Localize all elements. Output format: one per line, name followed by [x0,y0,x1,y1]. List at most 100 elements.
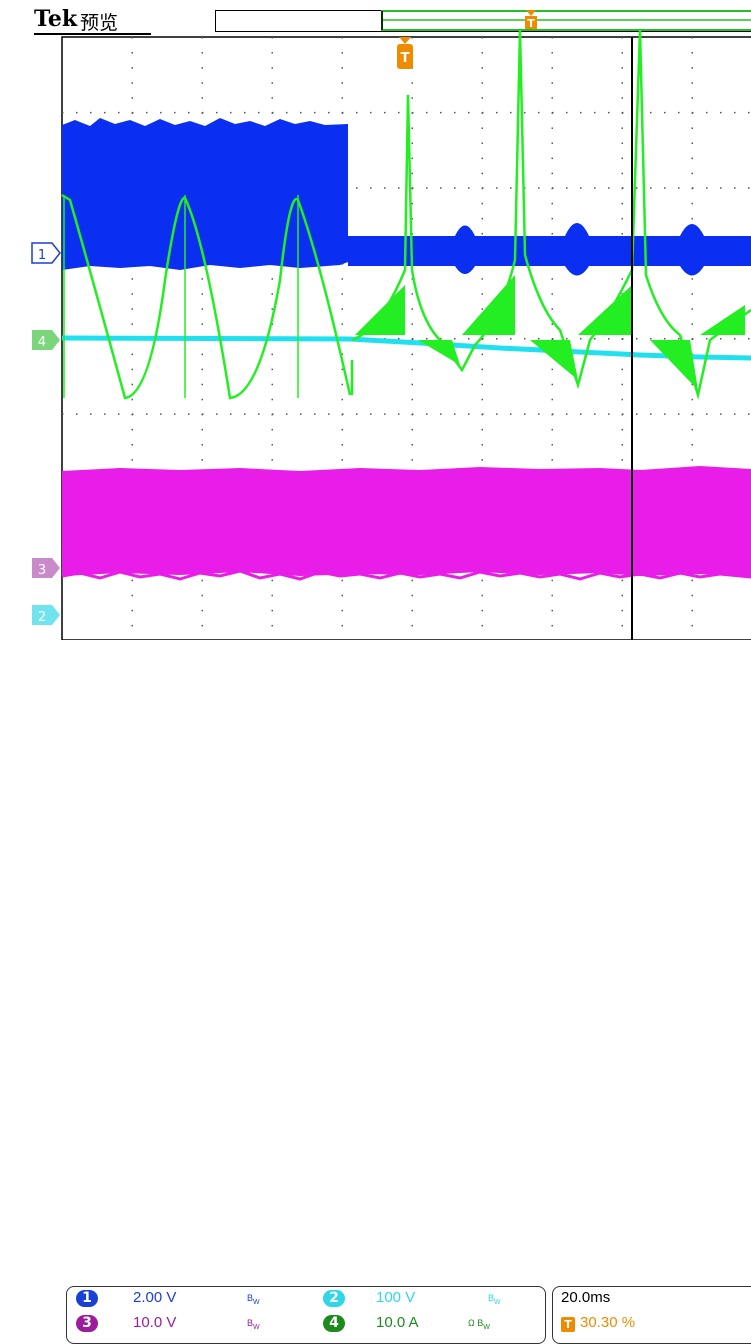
ch3-marker[interactable]: 3 [32,558,60,578]
grid-dot [201,293,203,295]
grid-dot [131,52,133,54]
ch4-scale[interactable]: 10.0 A [376,1314,419,1331]
grid-dot [341,293,343,295]
grid-dot [370,111,372,114]
grid-dot [650,187,652,189]
grid-dot [356,111,358,114]
grid-dot [258,413,260,415]
ch4-marker[interactable]: 4 [32,330,60,350]
ch2-scale[interactable]: 100 V [376,1289,416,1306]
grid-dot [691,624,693,627]
trigger-position-value[interactable]: 30.30 % [580,1314,636,1331]
ch4-waveform [61,29,751,400]
grid-dot [621,82,623,84]
grid-dot [691,398,693,401]
grid-dot [664,413,666,415]
grid-dot [201,97,203,99]
ch1-marker[interactable]: 1 [31,242,61,264]
grid-dot [202,413,204,415]
grid-dot [411,157,413,160]
grid-dot [691,52,693,54]
grid-dot [188,413,190,415]
ch3-badge[interactable]: 3 [76,1315,98,1332]
grid-dot [481,97,483,99]
ch1-badge[interactable]: 1 [76,1290,98,1307]
ch2-badge[interactable]: 2 [323,1290,345,1307]
grid-dot [551,624,553,627]
grid-dot [552,413,554,415]
grid-dot [328,413,330,415]
grid-dot [551,37,553,39]
grid-dot [398,413,400,415]
grid-dot [594,338,596,340]
grid-dot [622,111,624,114]
timebase-scale[interactable]: 20.0ms [561,1289,611,1306]
grid-dot [621,172,623,175]
grid-dot [551,609,553,612]
grid-dot [271,444,273,446]
ch2-marker[interactable]: 2 [32,605,60,625]
grid-dot [411,579,413,582]
grid-dot [664,187,666,189]
grid-dot [314,413,316,415]
ch1-waveform [62,118,751,276]
grid-dot [551,428,553,431]
grid-dot [636,338,638,340]
grid-dot [411,202,413,205]
grid-dot [621,278,623,280]
grid-dot [370,413,372,415]
grid-dot [691,67,693,69]
grid-dot [524,111,526,114]
grid-dot [748,187,750,189]
grid-dot [216,111,218,114]
grid-dot [411,383,413,386]
grid-dot [398,338,400,340]
grid-dot [411,172,413,175]
ch3-marker-label: 3 [38,563,46,578]
grid-dot [691,37,693,39]
grid-dot [691,428,693,431]
grid-dot [201,459,203,461]
grid-dot [341,278,343,280]
grid-dot [664,111,666,114]
grid-dot [594,187,596,189]
grid-dot [551,278,553,280]
grid-dot [411,293,413,295]
grid-dot [341,82,343,84]
grid-dot [580,187,582,189]
grid-dot [468,338,470,340]
trigger-position-marker[interactable]: T [397,37,413,69]
grid-dot [426,187,428,189]
grid-dot [621,368,623,371]
ch3-scale[interactable]: 10.0 V [133,1314,177,1331]
grid-dot [566,111,568,114]
grid-dot [412,187,414,189]
grid-dot [271,52,273,54]
grid-dot [481,459,483,461]
grid-dot [621,293,623,295]
grid-dot [341,353,343,356]
grid-dot [538,187,540,189]
grid-dot [412,338,414,340]
grid-dot [201,624,203,627]
grid-dot [411,37,413,39]
grid-dot [650,111,652,114]
grid-dot [426,111,428,114]
grid-dot [244,111,246,114]
grid-dot [734,338,736,340]
grid-dot [608,187,610,189]
grid-dot [271,353,273,356]
grid-dot [271,82,273,84]
grid-dot [678,187,680,189]
grid-dot [691,293,693,295]
ch1-scale[interactable]: 2.00 V [133,1289,177,1306]
grid-dot [524,413,526,415]
grid-dot [411,594,413,597]
grid-dot [580,111,582,114]
grid-dot [691,157,693,160]
ch4-badge[interactable]: 4 [323,1315,345,1332]
scope-display[interactable]: T T 1 4 3 [0,0,751,640]
grid-dot [131,459,133,461]
grid-dot [188,111,190,114]
grid-dot [551,594,553,597]
